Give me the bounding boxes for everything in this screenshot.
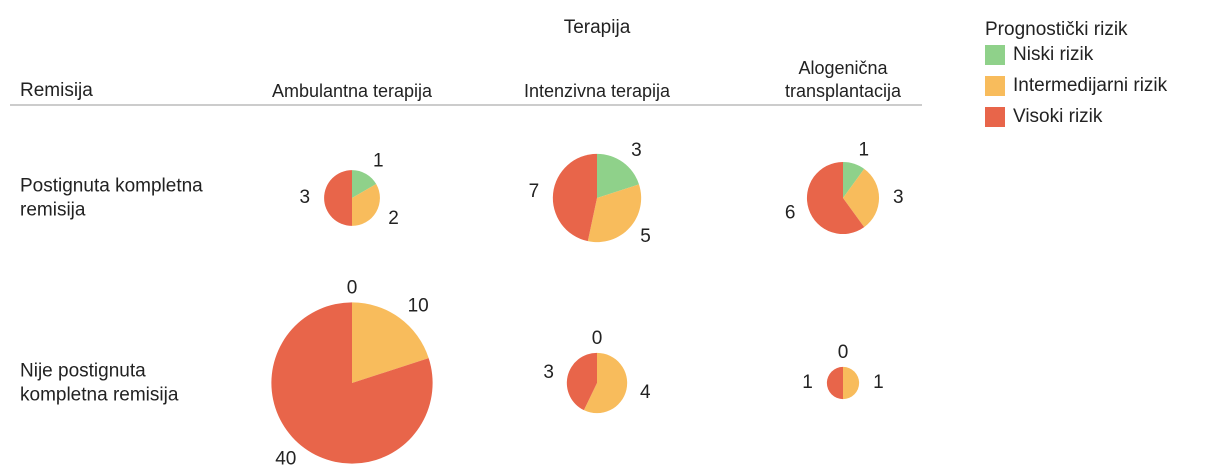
row-label: Nije postignuta kompletna remisija [20,360,179,405]
data-label: 7 [529,181,540,202]
row-label: Postignuta kompletna remisija [20,175,203,220]
pie-slice [271,302,433,464]
pie-slice [552,153,597,242]
column-label: Alogenična transplantacija [784,58,902,101]
legend-swatch [985,45,1005,65]
data-label: 0 [347,277,358,298]
pie-slice [352,184,380,226]
legend-label: Visoki rizik [1013,106,1103,127]
data-label: 1 [373,151,384,172]
pie-slice [843,366,860,400]
data-label: 0 [838,342,849,363]
data-label: 3 [299,187,310,208]
pie-slice [597,153,639,198]
data-label: 6 [785,202,796,223]
column-label: Ambulantna terapija [271,80,433,101]
legend-label: Intermedijarni rizik [1013,75,1168,96]
pie-slice [566,352,597,411]
data-label: 40 [275,449,296,470]
data-label: 3 [631,140,642,161]
data-label: 5 [640,226,651,247]
data-label: 1 [873,372,884,393]
data-label: 0 [592,328,603,349]
pie-slice [843,168,880,228]
data-label: 1 [802,372,813,393]
data-label: 1 [858,139,869,160]
pie-slice [324,170,352,226]
row-header: Remisija [20,80,93,101]
legend-label: Niski rizik [1013,44,1094,65]
pie-slice [826,366,843,400]
pie-slice [583,352,628,414]
column-label: Intenzivna terapija [523,80,671,101]
pie-slice [352,302,429,383]
legend-swatch [985,107,1005,127]
legend-swatch [985,76,1005,96]
pie-slice [587,184,642,243]
data-label: 2 [388,208,399,229]
column-header: Terapija [564,17,631,38]
data-label: 3 [893,187,904,208]
pie-slice [843,161,865,198]
data-label: 10 [408,295,429,316]
data-label: 3 [543,362,554,383]
data-label: 4 [640,382,651,403]
pie-slice [806,161,865,235]
pie-slice [352,170,377,198]
legend-title: Prognostički rizik [985,19,1128,40]
